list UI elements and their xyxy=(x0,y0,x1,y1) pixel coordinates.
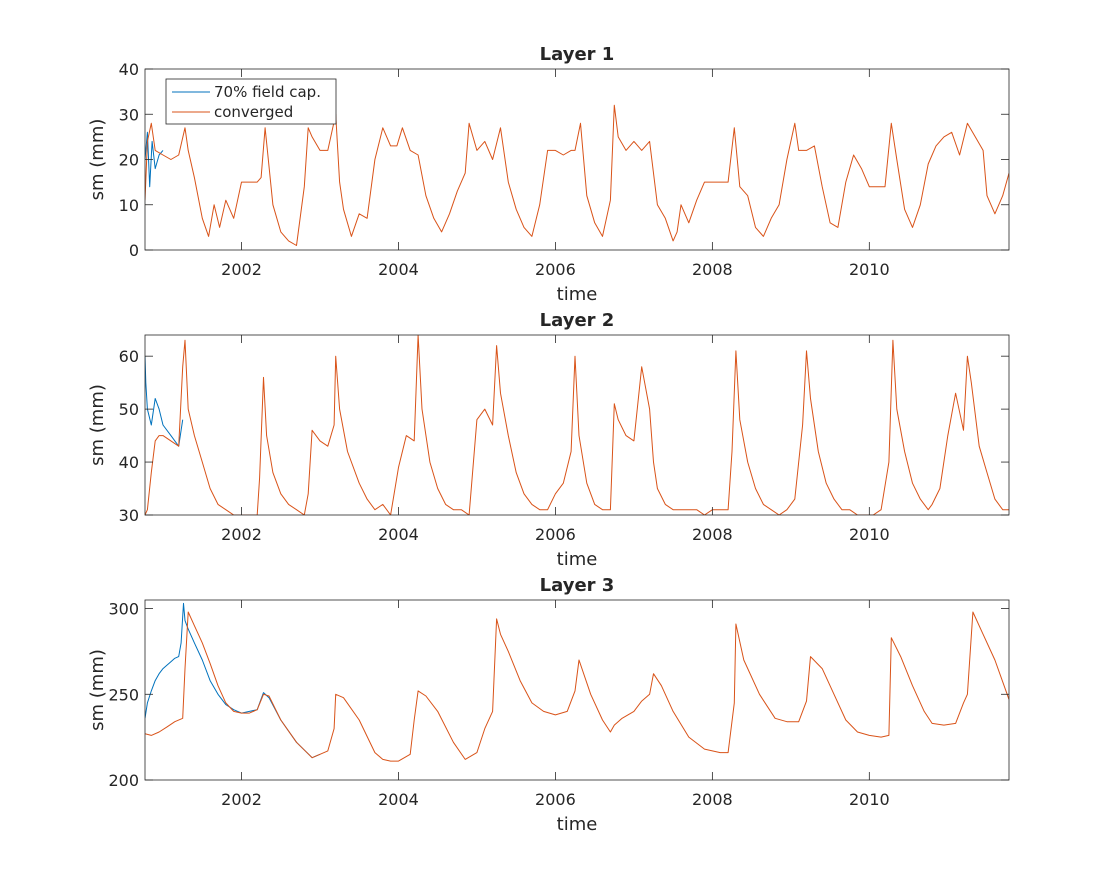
x-tick-label: 2010 xyxy=(849,790,890,809)
chart-title: Layer 3 xyxy=(540,575,615,596)
chart-title: Layer 2 xyxy=(540,310,615,331)
x-tick-label: 2004 xyxy=(378,790,419,809)
y-axis-label: sm (mm) xyxy=(87,119,108,201)
x-tick-label: 2006 xyxy=(535,260,576,279)
y-axis-label: sm (mm) xyxy=(87,649,108,731)
y-tick-label: 20 xyxy=(119,151,139,170)
series-line-field-cap xyxy=(145,602,321,759)
y-tick-label: 30 xyxy=(119,105,139,124)
x-tick-label: 2008 xyxy=(692,525,733,544)
axes-box xyxy=(144,334,1010,516)
x-tick-label: 2008 xyxy=(692,260,733,279)
series-line-field-cap xyxy=(145,131,164,188)
y-axis-label: sm (mm) xyxy=(87,384,108,466)
legend-label-70-field-cap: 70% field cap. xyxy=(214,83,321,101)
y-tick-label: 40 xyxy=(119,453,139,472)
y-tick-label: 300 xyxy=(108,600,139,619)
x-axis-label: time xyxy=(557,814,598,835)
x-tick-label: 2004 xyxy=(378,525,419,544)
x-tick-label: 2008 xyxy=(692,790,733,809)
series-line-converged xyxy=(145,611,1009,762)
y-tick-label: 200 xyxy=(108,771,139,790)
x-axis-label: time xyxy=(557,284,598,305)
plot-area xyxy=(145,600,1009,780)
legend: 70% field cap. converged xyxy=(165,78,337,125)
x-tick-label: 2010 xyxy=(849,260,890,279)
axes-layer-3: 2002 2004 2006 2008 2010 200 250 300 Layer 3 time… xyxy=(87,575,1010,835)
y-tick-label: 10 xyxy=(119,196,139,215)
legend-box xyxy=(165,78,337,125)
x-tick-label: 2002 xyxy=(221,790,262,809)
series-line-converged xyxy=(145,104,1009,246)
x-tick-label: 2004 xyxy=(378,260,419,279)
series-line-converged xyxy=(145,335,1009,515)
y-tick-label: 50 xyxy=(119,400,139,419)
plot-area xyxy=(145,335,1009,515)
x-tick-label: 2002 xyxy=(221,525,262,544)
y-tick-label: 250 xyxy=(108,685,139,704)
y-tick-label: 0 xyxy=(129,241,139,260)
x-tick-label: 2002 xyxy=(221,260,262,279)
x-tick-label: 2006 xyxy=(535,790,576,809)
x-tick-label: 2006 xyxy=(535,525,576,544)
chart-title: Layer 1 xyxy=(540,44,615,65)
x-axis-label: time xyxy=(557,549,598,570)
series-line-field-cap xyxy=(145,356,184,447)
axes-layer-2: 2002 2004 2006 2008 2010 30 40 50 60 Layer 2 time s… xyxy=(87,310,1010,570)
y-tick-label: 30 xyxy=(119,506,139,525)
y-tick-label: 40 xyxy=(119,60,139,79)
y-tick-label: 60 xyxy=(119,347,139,366)
x-tick-label: 2010 xyxy=(849,525,890,544)
legend-label-converged: converged xyxy=(214,103,293,121)
axes-box xyxy=(144,599,1010,781)
